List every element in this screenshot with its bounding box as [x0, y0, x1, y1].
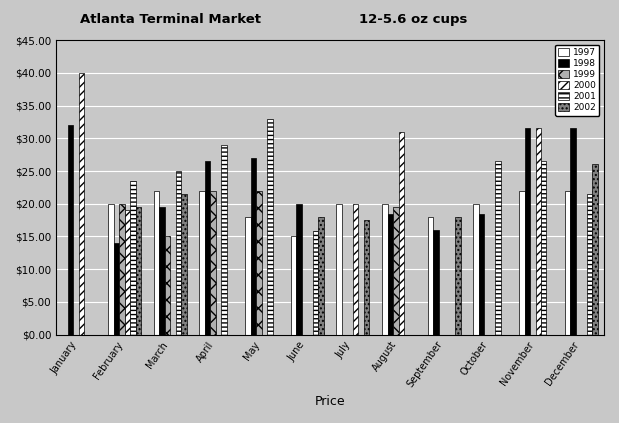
Bar — [587, 194, 592, 335]
Bar — [364, 220, 370, 335]
Bar — [159, 207, 165, 335]
Bar — [181, 194, 187, 335]
Bar — [176, 171, 181, 335]
Bar — [165, 236, 170, 335]
Bar — [108, 204, 114, 335]
Bar — [199, 191, 205, 335]
Bar — [291, 236, 297, 335]
Bar — [433, 230, 439, 335]
Bar — [399, 132, 404, 335]
Bar — [565, 191, 570, 335]
Bar — [119, 204, 124, 335]
Bar — [592, 165, 597, 335]
Bar — [136, 207, 141, 335]
Bar — [495, 161, 501, 335]
Bar — [353, 204, 358, 335]
Bar — [474, 204, 479, 335]
Bar — [541, 161, 547, 335]
Bar — [205, 161, 210, 335]
Bar — [222, 145, 227, 335]
Bar — [251, 158, 256, 335]
Bar — [318, 217, 324, 335]
Bar — [337, 204, 342, 335]
Bar — [267, 119, 272, 335]
X-axis label: Price: Price — [314, 395, 345, 408]
Bar — [479, 214, 485, 335]
Bar — [387, 214, 393, 335]
Bar — [114, 243, 119, 335]
Bar — [130, 181, 136, 335]
Bar — [393, 207, 399, 335]
Bar — [455, 217, 461, 335]
Bar — [428, 217, 433, 335]
Bar — [256, 191, 262, 335]
Bar — [154, 191, 159, 335]
Bar — [524, 129, 530, 335]
Text: Atlanta Terminal Market: Atlanta Terminal Market — [80, 13, 261, 26]
Bar — [79, 73, 84, 335]
Bar — [124, 210, 130, 335]
Bar — [382, 204, 387, 335]
Bar — [570, 129, 576, 335]
Bar — [68, 125, 74, 335]
Bar — [297, 204, 301, 335]
Bar — [245, 217, 251, 335]
Text: 12-5.6 oz cups: 12-5.6 oz cups — [359, 13, 467, 26]
Bar — [210, 191, 216, 335]
Bar — [535, 129, 541, 335]
Legend: 1997, 1998, 1999, 2000, 2001, 2002: 1997, 1998, 1999, 2000, 2001, 2002 — [555, 45, 599, 116]
Bar — [519, 191, 524, 335]
Bar — [313, 231, 318, 335]
